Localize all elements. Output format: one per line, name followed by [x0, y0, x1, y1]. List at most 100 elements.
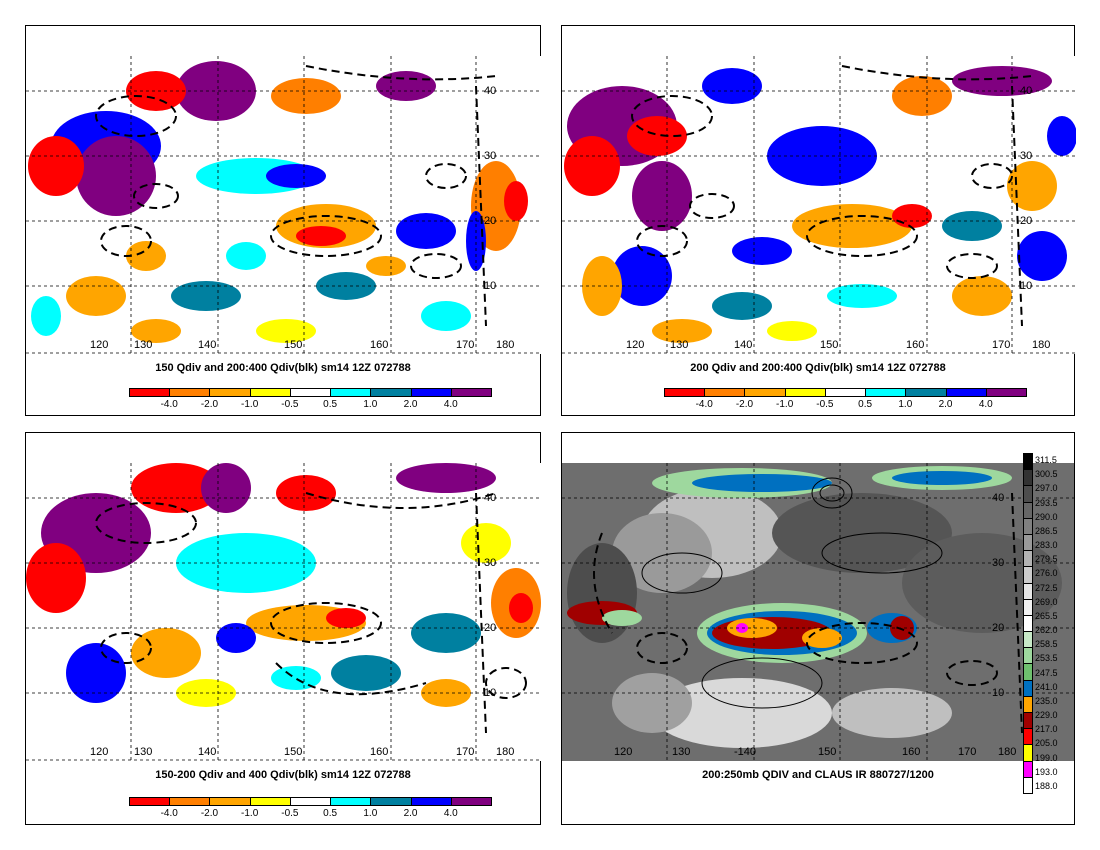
svg-text:40: 40	[484, 85, 496, 97]
svg-text:160: 160	[370, 339, 388, 351]
svg-text:140: 140	[734, 339, 752, 351]
colorbar-swatch	[744, 388, 786, 397]
colorbar-tick-label: 2.0	[938, 399, 953, 410]
ir-colorbar-tick-label: 276.0	[1035, 568, 1058, 579]
svg-text:160: 160	[370, 746, 388, 758]
ir-colorbar-swatch	[1023, 712, 1033, 730]
lat-labels: 40 30 20 10	[992, 492, 1004, 699]
svg-text:20: 20	[1020, 215, 1032, 227]
ir-colorbar-tick-label: 286.5	[1035, 525, 1058, 536]
colorbar-swatch	[169, 388, 211, 397]
ir-colorbar-tick-label: 290.0	[1035, 511, 1058, 522]
colorbar-swatch	[289, 797, 332, 806]
ir-colorbar-swatch	[1023, 469, 1033, 487]
svg-text:130: 130	[672, 746, 690, 758]
svg-text:180: 180	[1032, 339, 1050, 351]
map-panel-claus-ir: 120 130 -140 150 160 170 180 40 30 20 10…	[561, 432, 1075, 825]
colorbar-tick-label: 1.0	[363, 399, 378, 410]
colorbar-swatch	[129, 388, 171, 397]
ir-colorbar-swatch	[1023, 695, 1033, 714]
graticule	[562, 463, 1074, 761]
ir-colorbar-swatch	[1023, 776, 1033, 794]
svg-text:160: 160	[902, 746, 920, 758]
colorbar-tick-label: -2.0	[200, 399, 219, 410]
colorbar-tick-label: -4.0	[695, 399, 713, 410]
ir-colorbar-tick-label: 253.5	[1035, 653, 1058, 664]
ir-colorbar-tick-label: 193.0	[1035, 766, 1058, 777]
svg-text:20: 20	[484, 215, 496, 227]
ir-colorbar-tick-label: 262.0	[1035, 625, 1058, 636]
colorbar-swatch	[330, 797, 372, 806]
qdiv-colorbar: -4.0 -2.0 -1.0 -0.5 0.5 1.0 2.0 4.0	[664, 388, 1027, 412]
ir-colorbar-tick-label: 300.5	[1035, 469, 1058, 480]
colorbar-swatch	[704, 388, 746, 397]
colorbar-tick-label: -0.5	[281, 399, 299, 410]
panel-caption: 200:250mb QDIV and CLAUS IR 880727/1200	[702, 769, 934, 781]
colorbar-swatch	[784, 388, 826, 397]
ir-colorbar-tick-label: 229.0	[1035, 710, 1058, 721]
colorbar-tick-label: -0.5	[281, 808, 299, 819]
svg-text:150: 150	[820, 339, 838, 351]
colorbar-swatch	[129, 797, 171, 806]
svg-text:170: 170	[456, 746, 474, 758]
colorbar-swatch	[209, 797, 251, 806]
ir-colorbar-swatch	[1023, 744, 1033, 762]
ir-colorbar-tick-label: 293.5	[1035, 497, 1058, 508]
ir-colorbar-tick-label: 279.5	[1035, 554, 1058, 565]
ir-colorbar-tick-label: 188.0	[1035, 780, 1058, 791]
ir-colorbar-swatch	[1023, 453, 1033, 471]
ir-colorbar-swatch	[1023, 533, 1033, 552]
lon-labels: 120 130 140 150 160 170 180	[90, 746, 514, 758]
ir-colorbar-swatch	[1023, 631, 1033, 649]
ir-colorbar-tick-label: 241.0	[1035, 681, 1058, 692]
svg-text:130: 130	[134, 339, 152, 351]
ir-colorbar-swatch	[1023, 517, 1033, 535]
colorbar-tick-label: -4.0	[160, 399, 178, 410]
svg-text:40: 40	[992, 492, 1004, 504]
svg-text:10: 10	[1020, 280, 1032, 292]
ir-colorbar-tick-label: 272.5	[1035, 582, 1058, 593]
svg-text:120: 120	[614, 746, 632, 758]
colorbar-swatch	[410, 797, 452, 806]
ir-colorbar: 311.5 300.5 297.0 293.5 290.0 286.5 283.0 279.5…	[1023, 453, 1073, 794]
colorbar-tick-label: 0.5	[323, 808, 338, 819]
svg-text:30: 30	[484, 150, 496, 162]
ir-colorbar-tick-label: 199.0	[1035, 752, 1058, 763]
colorbar-swatch	[450, 388, 492, 397]
qdiv-colorbar: -4.0 -2.0 -1.0 -0.5 0.5 1.0 2.0 4.0	[129, 388, 492, 412]
map-plot: 120 130 -140 150 160 170 180 40 30 20 10	[562, 463, 1074, 761]
map-panel-150-qdiv: 120 130 140 150 160 170 180 40 30 20 10 …	[25, 25, 542, 416]
colorbar-tick-label: -2.0	[200, 808, 219, 819]
qdiv-shading	[28, 61, 528, 343]
qdiv-shading	[564, 66, 1076, 343]
ir-colorbar-tick-label: 205.0	[1035, 738, 1058, 749]
map-plot: 120 130 140 150 160 170 180 40 30 20 10	[562, 56, 1076, 354]
colorbar-swatch	[249, 797, 291, 806]
svg-text:170: 170	[456, 339, 474, 351]
ir-colorbar-swatch	[1023, 663, 1033, 681]
ir-colorbar-swatch	[1023, 760, 1033, 778]
lat-labels: 40 30 20 10	[1020, 85, 1032, 292]
ir-colorbar-tick-label: 265.5	[1035, 610, 1058, 621]
svg-text:10: 10	[992, 687, 1004, 699]
svg-text:120: 120	[90, 746, 108, 758]
colorbar-tick-label: 2.0	[403, 399, 418, 410]
svg-text:140: 140	[198, 746, 216, 758]
colorbar-swatch	[209, 388, 251, 397]
ir-colorbar-swatch	[1023, 598, 1033, 616]
map-panel-200-qdiv: 120 130 140 150 160 170 180 40 30 20 10 …	[561, 25, 1076, 416]
ir-colorbar-tick-label: 283.0	[1035, 540, 1058, 551]
colorbar-tick-label: 0.5	[323, 399, 338, 410]
colorbar-swatch	[905, 388, 947, 397]
colorbar-swatch	[824, 388, 867, 397]
svg-text:170: 170	[958, 746, 976, 758]
colorbar-tick-label: -0.5	[816, 399, 834, 410]
colorbar-tick-label: -1.0	[776, 399, 794, 410]
svg-text:120: 120	[90, 339, 108, 351]
ir-colorbar-swatch	[1023, 566, 1033, 584]
colorbar-swatch	[450, 797, 492, 806]
colorbar-tick-label: 4.0	[978, 399, 993, 410]
colorbar-swatch	[664, 388, 706, 397]
ir-colorbar-swatch	[1023, 550, 1033, 568]
svg-text:30: 30	[484, 557, 496, 569]
